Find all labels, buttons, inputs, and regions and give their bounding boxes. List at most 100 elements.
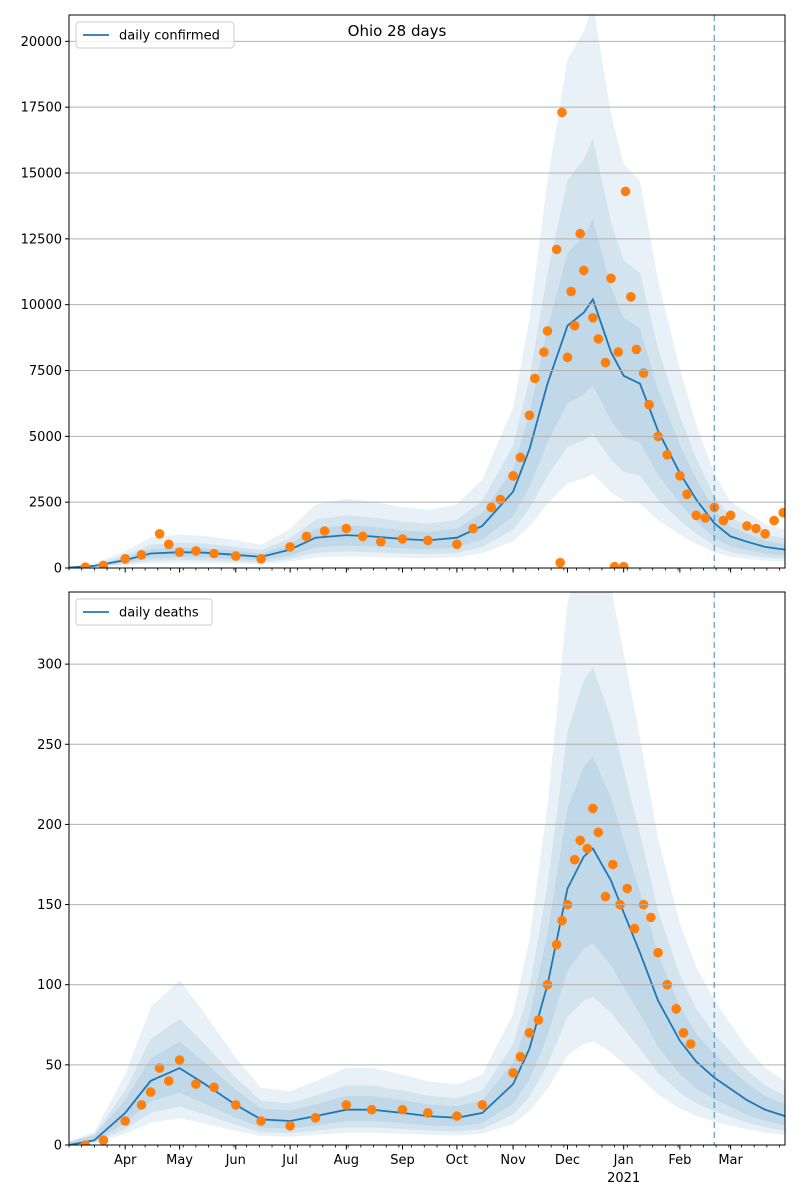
x-tick-label: Jan bbox=[613, 1153, 634, 1168]
observed-point bbox=[486, 502, 497, 513]
observed-point bbox=[154, 529, 165, 539]
observed-point bbox=[769, 515, 779, 526]
observed-point bbox=[120, 554, 130, 564]
uncertainty-band bbox=[69, 756, 785, 1145]
legend: daily deaths bbox=[75, 598, 213, 626]
observed-point bbox=[662, 450, 672, 460]
y-tick-label: 5000 bbox=[29, 430, 62, 445]
x-year-label: 2021 bbox=[607, 1171, 640, 1186]
observed-point bbox=[618, 561, 629, 568]
observed-point bbox=[718, 515, 729, 526]
observed-point bbox=[557, 107, 567, 118]
observed-point bbox=[606, 273, 616, 284]
observed-point bbox=[685, 1039, 696, 1049]
observed-point bbox=[551, 939, 562, 950]
y-tick-label: 300 bbox=[37, 658, 62, 673]
observed-point bbox=[566, 286, 576, 297]
observed-point bbox=[256, 554, 266, 564]
y-tick-label: 50 bbox=[45, 1058, 62, 1073]
observed-point bbox=[671, 1004, 681, 1014]
observed-point bbox=[341, 1100, 352, 1110]
observed-point bbox=[593, 334, 604, 344]
observed-point bbox=[477, 1100, 488, 1110]
observed-point bbox=[80, 562, 91, 568]
uncertainty-band bbox=[69, 138, 785, 568]
observed-point bbox=[593, 827, 604, 838]
observed-point bbox=[646, 912, 656, 923]
observed-point bbox=[582, 843, 593, 854]
observed-point bbox=[631, 344, 642, 355]
y-tick-label: 0 bbox=[54, 562, 62, 577]
observed-point bbox=[468, 523, 479, 534]
plot-area bbox=[69, 592, 785, 1145]
observed-point bbox=[136, 1100, 147, 1110]
observed-point bbox=[285, 542, 295, 552]
x-tick-label: Nov bbox=[500, 1153, 526, 1168]
observed-point bbox=[644, 399, 654, 410]
observed-point bbox=[120, 1116, 130, 1126]
observed-point bbox=[691, 510, 701, 521]
observed-point bbox=[256, 1116, 266, 1126]
observed-point bbox=[80, 1140, 91, 1145]
observed-point bbox=[98, 1135, 109, 1145]
observed-point bbox=[622, 883, 633, 894]
uncertainty-band bbox=[69, 15, 785, 568]
observed-point bbox=[760, 529, 770, 539]
x-tick-label: Dec bbox=[555, 1153, 580, 1168]
y-tick-label: 0 bbox=[54, 1139, 62, 1154]
observed-point bbox=[397, 534, 408, 544]
observed-point bbox=[588, 313, 598, 323]
observed-point bbox=[357, 531, 368, 542]
x-tick-label: Jul bbox=[281, 1153, 298, 1168]
observed-point bbox=[725, 510, 736, 521]
observed-point bbox=[191, 546, 201, 556]
observed-point bbox=[569, 320, 580, 331]
legend: daily confirmed bbox=[75, 21, 235, 49]
observed-point bbox=[533, 1015, 544, 1025]
legend-box bbox=[75, 598, 213, 626]
observed-point bbox=[174, 547, 185, 557]
observed-point bbox=[515, 452, 526, 463]
daily-confirmed-panel: 0 2500 5000 7500 10000 12500 15000 17500 20000 da… bbox=[21, 14, 786, 577]
observed-point bbox=[452, 1111, 462, 1121]
observed-point bbox=[542, 326, 553, 336]
observed-point bbox=[751, 523, 761, 534]
observed-point bbox=[700, 513, 710, 523]
observed-point bbox=[588, 803, 598, 814]
observed-point bbox=[557, 915, 567, 926]
observed-point bbox=[600, 357, 611, 368]
observed-point bbox=[609, 561, 620, 568]
x-tick-label: Feb bbox=[668, 1153, 691, 1168]
x-tick-label: Jun bbox=[225, 1153, 246, 1168]
observed-point bbox=[495, 494, 506, 505]
observed-point bbox=[319, 526, 330, 536]
x-tick-label: Sep bbox=[390, 1153, 415, 1168]
observed-point bbox=[742, 521, 752, 531]
observed-point bbox=[452, 539, 462, 550]
observed-point bbox=[515, 1052, 526, 1062]
x-tick-label: Apr bbox=[114, 1153, 137, 1168]
observed-point bbox=[163, 539, 174, 550]
x-tick-label: Aug bbox=[334, 1153, 359, 1168]
observed-point bbox=[608, 859, 618, 870]
observed-point bbox=[579, 265, 589, 276]
legend-box bbox=[75, 21, 235, 49]
observed-point bbox=[310, 1113, 321, 1123]
observed-point bbox=[366, 1104, 377, 1115]
observed-point bbox=[569, 854, 580, 865]
observed-point bbox=[675, 471, 685, 481]
observed-point bbox=[626, 292, 636, 302]
observed-point bbox=[678, 1028, 689, 1038]
x-tick-label: Mar bbox=[718, 1153, 743, 1168]
observed-point bbox=[508, 1068, 518, 1078]
y-tick-label: 12500 bbox=[21, 232, 62, 247]
observed-point bbox=[551, 244, 562, 255]
observed-point bbox=[524, 1028, 535, 1038]
observed-point bbox=[209, 1082, 219, 1093]
observed-point bbox=[778, 507, 785, 518]
observed-point bbox=[285, 1121, 295, 1131]
observed-point bbox=[231, 1100, 241, 1110]
observed-point bbox=[575, 835, 585, 846]
y-tick-label: 7500 bbox=[29, 364, 62, 379]
